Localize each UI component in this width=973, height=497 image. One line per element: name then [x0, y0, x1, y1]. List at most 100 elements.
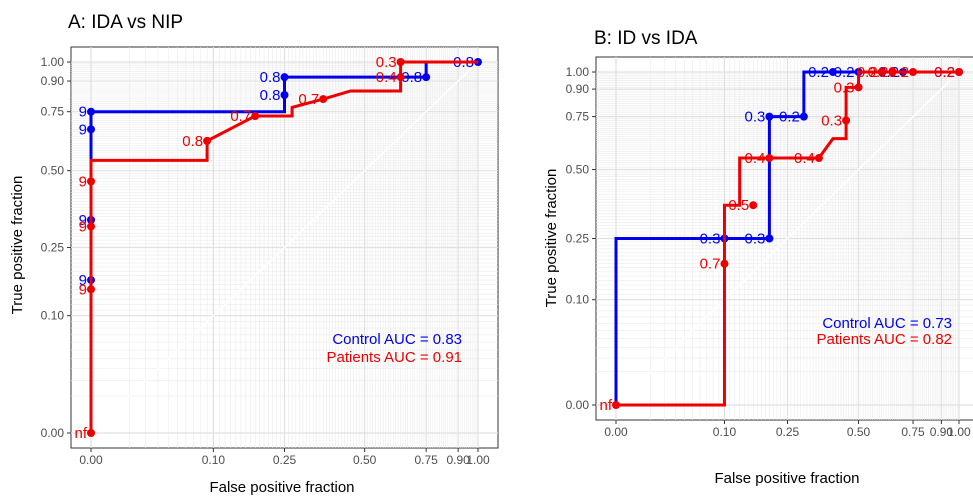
chart-a-patients-threshold-label: 0.4: [376, 69, 397, 86]
chart-a-y-tick-label: 0.00: [41, 426, 65, 440]
chart-b-title: B: ID vs IDA: [594, 28, 698, 49]
chart-b-patients-auc: Patients AUC = 0.82: [817, 331, 953, 348]
chart-b-x-tick-label: 1.00: [947, 425, 971, 439]
chart-a-x-tick-label: 1.00: [466, 453, 490, 467]
chart-a-patients-point: [87, 285, 95, 294]
chart-b-ylabel: True positive fraction: [543, 169, 560, 308]
chart-a-title: A: IDA vs NIP: [68, 12, 183, 33]
chart-a-patients-threshold-label: 0.3: [376, 54, 397, 71]
chart-b-patients-threshold-label: nf: [599, 397, 612, 414]
chart-b-y-tick-label: 0.10: [566, 293, 590, 307]
chart-b-x-tick-label: 0.10: [713, 425, 737, 439]
chart-a-x-tick-label: 0.50: [353, 453, 377, 467]
chart-b-x-tick-label: 0.25: [776, 425, 800, 439]
chart-a-x-tick-label: 0.00: [79, 453, 103, 467]
chart-a-control-threshold-label: 9: [79, 212, 87, 229]
chart-b-patients-threshold-label: 0.4: [745, 150, 766, 167]
chart-b-patients-threshold-label: 0.4: [794, 150, 815, 167]
chart-b-patients-point: [749, 201, 758, 210]
chart-b-control-point: [828, 68, 837, 76]
chart-a-patients-threshold-label: 0.7: [230, 108, 251, 125]
chart-a-y-tick-label: 0.75: [41, 105, 65, 119]
chart-a-control-threshold-label: 9: [79, 104, 87, 121]
chart-a-patients-point: [251, 112, 260, 121]
chart-b-patients-point: [854, 83, 863, 92]
chart-b-control-threshold-label: 0.2: [808, 64, 829, 81]
chart-b-control-threshold-label: 0.3: [700, 231, 721, 248]
chart-b-patients-threshold-label: 0.7: [700, 256, 721, 273]
chart-b-y-tick-label: 0.90: [566, 82, 590, 96]
chart-b-y-tick-label: 0.25: [566, 232, 590, 246]
chart-b-patients-point: [814, 154, 823, 163]
chart-b-patients-threshold-label: 0.3: [821, 112, 842, 129]
chart-b-control-point: [765, 112, 774, 121]
chart-a-control-auc: Control AUC = 0.83: [332, 331, 462, 348]
chart-b-patients-point: [765, 154, 774, 163]
chart-b-x-tick-label: 0.90: [930, 425, 954, 439]
chart-b-control-threshold-label: 0.3: [745, 231, 766, 248]
chart-a-control-threshold-label: 9: [79, 121, 87, 138]
chart-a-x-tick-label: 0.10: [202, 453, 226, 467]
chart-a-patients-point: [203, 136, 212, 145]
chart-b-control-point: [765, 234, 774, 243]
chart-b-patients-point: [720, 259, 729, 268]
chart-a-patients-auc: Patients AUC = 0.91: [327, 349, 463, 366]
chart-a-x-tick-label: 0.75: [414, 453, 438, 467]
chart-b-patients-threshold-label: 0.3: [834, 79, 855, 96]
chart-a-patients-point: [87, 177, 95, 186]
chart-b-patients-point: [877, 68, 886, 76]
chart-b-patients-threshold-label: 0.2: [888, 64, 909, 81]
chart-a-patients-roc-line: [89, 60, 478, 433]
chart-a-patients-threshold-label: 9: [79, 281, 87, 298]
chart-a-y-tick-label: 0.50: [41, 164, 65, 178]
chart-b-plot-area: 0.00 0.10 0.25 0.50 0.75 0.901.000.000.100.25…: [566, 56, 973, 439]
chart-a-patients-threshold-label: 0.8: [182, 133, 203, 150]
chart-a-reference-diagonal: [90, 61, 479, 434]
chart-a-control-point: [280, 73, 289, 82]
chart-a-patients-point: [87, 429, 95, 437]
chart-a-control-point: [422, 73, 431, 82]
chart-a-control-threshold-label: 0.8: [260, 69, 281, 86]
chart-a-control-threshold-label: 9: [79, 272, 87, 289]
chart-b-y-tick-label: 0.50: [566, 163, 590, 177]
chart-b-patients-threshold-label: 0.2: [868, 64, 889, 81]
chart-b-y-tick-label: 0.00: [566, 398, 590, 412]
chart-a-y-tick-label: 1.00: [41, 55, 65, 69]
chart-a-patients-threshold-label: 0.7: [298, 91, 319, 108]
chart-a-patients-threshold-label: nf: [74, 425, 87, 442]
chart-b-xlabel: False positive fraction: [714, 470, 859, 487]
chart-a-x-tick-label: 0.90: [446, 453, 470, 467]
chart-b-x-tick-label: 0.75: [901, 425, 925, 439]
chart-b-patients-threshold-label: 0.2: [934, 64, 955, 81]
chart-b-control-threshold-label: 0.2: [779, 109, 800, 126]
chart-b-patients-point: [888, 68, 897, 76]
panel-a: A: IDA vs NIP False positive fraction Tr…: [9, 12, 499, 496]
chart-a-patients-point: [87, 222, 95, 231]
chart-b-y-tick-label: 1.00: [566, 65, 590, 79]
chart-b-control-point: [799, 112, 808, 121]
chart-a-patients-threshold-label: 9: [79, 218, 87, 235]
chart-b-control-auc: Control AUC = 0.73: [822, 315, 952, 332]
chart-a-control-point: [280, 91, 289, 100]
chart-b-patients-point: [955, 68, 963, 76]
panel-b: B: ID vs IDA False positive fraction Tru…: [543, 28, 973, 487]
chart-b-patients-point: [909, 68, 918, 76]
chart-b-y-tick-label: 0.75: [566, 110, 590, 124]
chart-a-y-tick-label: 0.25: [41, 241, 65, 255]
chart-a-xlabel: False positive fraction: [209, 479, 354, 496]
chart-a-control-threshold-label: 0.8: [401, 69, 422, 86]
chart-b-patients-threshold-label: 0.2: [857, 64, 878, 81]
chart-b-reference-diagonal: [615, 71, 960, 406]
chart-a-control-point: [87, 125, 95, 134]
chart-a-plot-area: 0.00 0.10 0.25 0.50 0.75 0.901.000.000.100.25…: [41, 46, 499, 467]
chart-b-control-threshold-label: 0.2: [834, 64, 855, 81]
chart-b-x-tick-label: 0.50: [847, 425, 871, 439]
chart-b-patients-threshold-label: 0.5: [728, 197, 749, 214]
chart-b-patients-point: [612, 401, 620, 409]
chart-a-control-point: [87, 107, 95, 116]
chart-a-patients-threshold-label: 9: [79, 173, 87, 190]
chart-a-y-tick-label: 0.90: [41, 74, 65, 88]
chart-b-control-threshold-label: 0.3: [745, 109, 766, 126]
chart-a-ylabel: True positive fraction: [9, 176, 26, 315]
